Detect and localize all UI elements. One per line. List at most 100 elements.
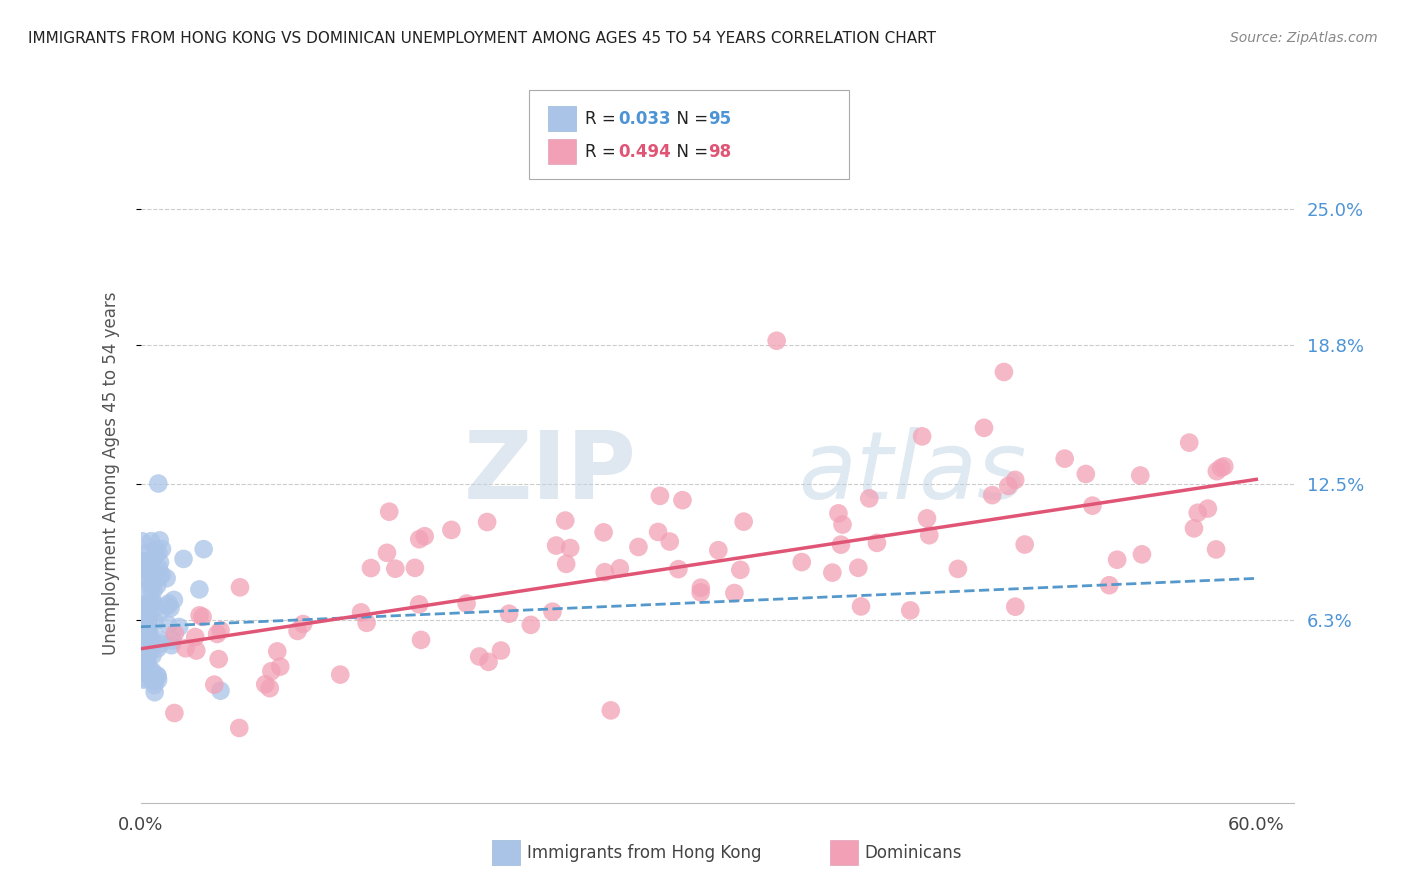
Point <box>1209 460 1232 475</box>
Point <box>498 607 520 621</box>
Point <box>135 654 157 668</box>
Text: atlas: atlas <box>797 427 1026 518</box>
Point <box>229 580 252 594</box>
Point <box>135 665 157 680</box>
Point <box>599 703 621 717</box>
Point <box>174 641 197 656</box>
Text: 0.033: 0.033 <box>619 110 671 128</box>
Text: N =: N = <box>666 143 714 161</box>
Text: Source: ZipAtlas.com: Source: ZipAtlas.com <box>1230 31 1378 45</box>
Text: R =: R = <box>585 110 621 128</box>
Point <box>554 514 576 528</box>
Point <box>898 603 921 617</box>
Point <box>138 616 160 631</box>
Point <box>132 631 155 645</box>
Point <box>1187 506 1209 520</box>
Point <box>136 600 159 615</box>
Point <box>560 541 582 555</box>
Point <box>475 515 498 529</box>
Point <box>138 607 160 621</box>
Point <box>131 554 153 568</box>
Y-axis label: Unemployment Among Ages 45 to 54 years: Unemployment Among Ages 45 to 54 years <box>101 291 120 655</box>
Point <box>148 561 170 575</box>
Text: 98: 98 <box>709 143 731 161</box>
Point <box>132 559 155 574</box>
Point <box>1205 464 1227 478</box>
Point <box>157 599 180 613</box>
Point <box>148 632 170 647</box>
Point <box>138 599 160 613</box>
Text: Immigrants from Hong Kong: Immigrants from Hong Kong <box>527 844 762 862</box>
Point <box>329 667 352 681</box>
Point <box>138 624 160 639</box>
Point <box>1074 467 1097 481</box>
Point <box>150 541 173 556</box>
Point <box>139 534 162 549</box>
Point <box>790 555 813 569</box>
Point <box>143 615 166 629</box>
Point <box>360 561 382 575</box>
Point <box>997 479 1019 493</box>
Point <box>132 659 155 673</box>
Point <box>408 598 430 612</box>
Point <box>148 476 170 491</box>
Text: ZIP: ZIP <box>464 426 637 519</box>
Point <box>131 598 153 612</box>
Point <box>163 593 186 607</box>
Point <box>167 620 190 634</box>
Point <box>134 671 156 685</box>
Point <box>139 665 162 680</box>
Text: R =: R = <box>585 143 621 161</box>
Point <box>627 540 650 554</box>
Point <box>259 681 281 696</box>
Point <box>135 583 157 598</box>
Point <box>131 618 153 632</box>
Point <box>131 560 153 574</box>
Point <box>1004 599 1026 614</box>
Point <box>139 561 162 575</box>
Point <box>146 673 169 687</box>
Point <box>142 583 165 598</box>
Point <box>163 626 186 640</box>
Point <box>918 528 941 542</box>
Point <box>186 643 208 657</box>
Point <box>356 615 378 630</box>
Point <box>141 558 163 572</box>
Point <box>689 585 711 599</box>
Point <box>269 659 291 673</box>
Point <box>134 599 156 613</box>
Point <box>143 596 166 610</box>
Point <box>135 606 157 620</box>
Point <box>765 334 787 348</box>
Point <box>131 655 153 669</box>
Point <box>146 578 169 592</box>
Point <box>593 565 616 579</box>
Point <box>489 643 512 657</box>
Point <box>143 685 166 699</box>
Point <box>163 706 186 720</box>
Point <box>131 570 153 584</box>
Point <box>546 539 568 553</box>
Point <box>1205 542 1227 557</box>
Point <box>287 624 309 638</box>
Point <box>733 515 755 529</box>
Point <box>143 549 166 563</box>
Point <box>143 570 166 584</box>
Point <box>149 570 172 584</box>
Point <box>1053 451 1076 466</box>
Text: IMMIGRANTS FROM HONG KONG VS DOMINICAN UNEMPLOYMENT AMONG AGES 45 TO 54 YEARS CO: IMMIGRANTS FROM HONG KONG VS DOMINICAN U… <box>28 31 936 46</box>
Point <box>209 683 232 698</box>
Point <box>173 552 195 566</box>
Point <box>1129 468 1152 483</box>
Point <box>141 633 163 648</box>
Point <box>132 673 155 687</box>
Point <box>1197 501 1219 516</box>
Point <box>541 605 564 619</box>
Point <box>138 661 160 675</box>
Point <box>292 617 315 632</box>
Point <box>254 677 277 691</box>
Point <box>1004 473 1026 487</box>
Point <box>993 365 1015 379</box>
Point <box>136 626 159 640</box>
Point <box>409 632 432 647</box>
